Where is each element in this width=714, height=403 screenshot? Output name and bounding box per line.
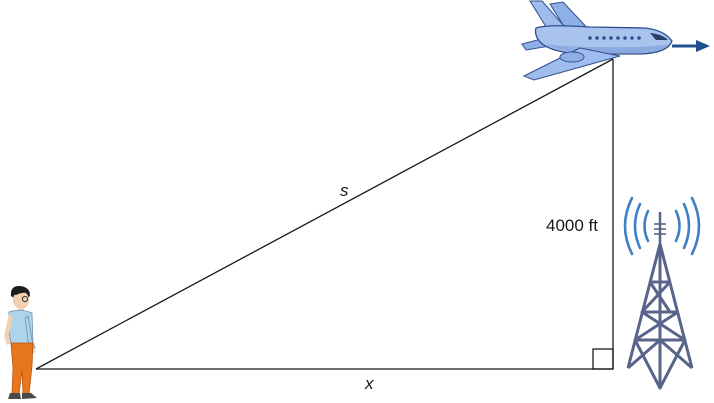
airplane-icon <box>521 0 710 81</box>
radio-tower-icon <box>623 196 701 390</box>
hypotenuse-line <box>35 58 614 370</box>
height-label: 4000 ft <box>546 216 598 235</box>
right-triangle <box>35 58 614 370</box>
right-angle-marker <box>592 348 614 370</box>
person-icon <box>4 286 37 399</box>
base-label: x <box>364 374 374 393</box>
hypotenuse-label: s <box>340 181 349 200</box>
